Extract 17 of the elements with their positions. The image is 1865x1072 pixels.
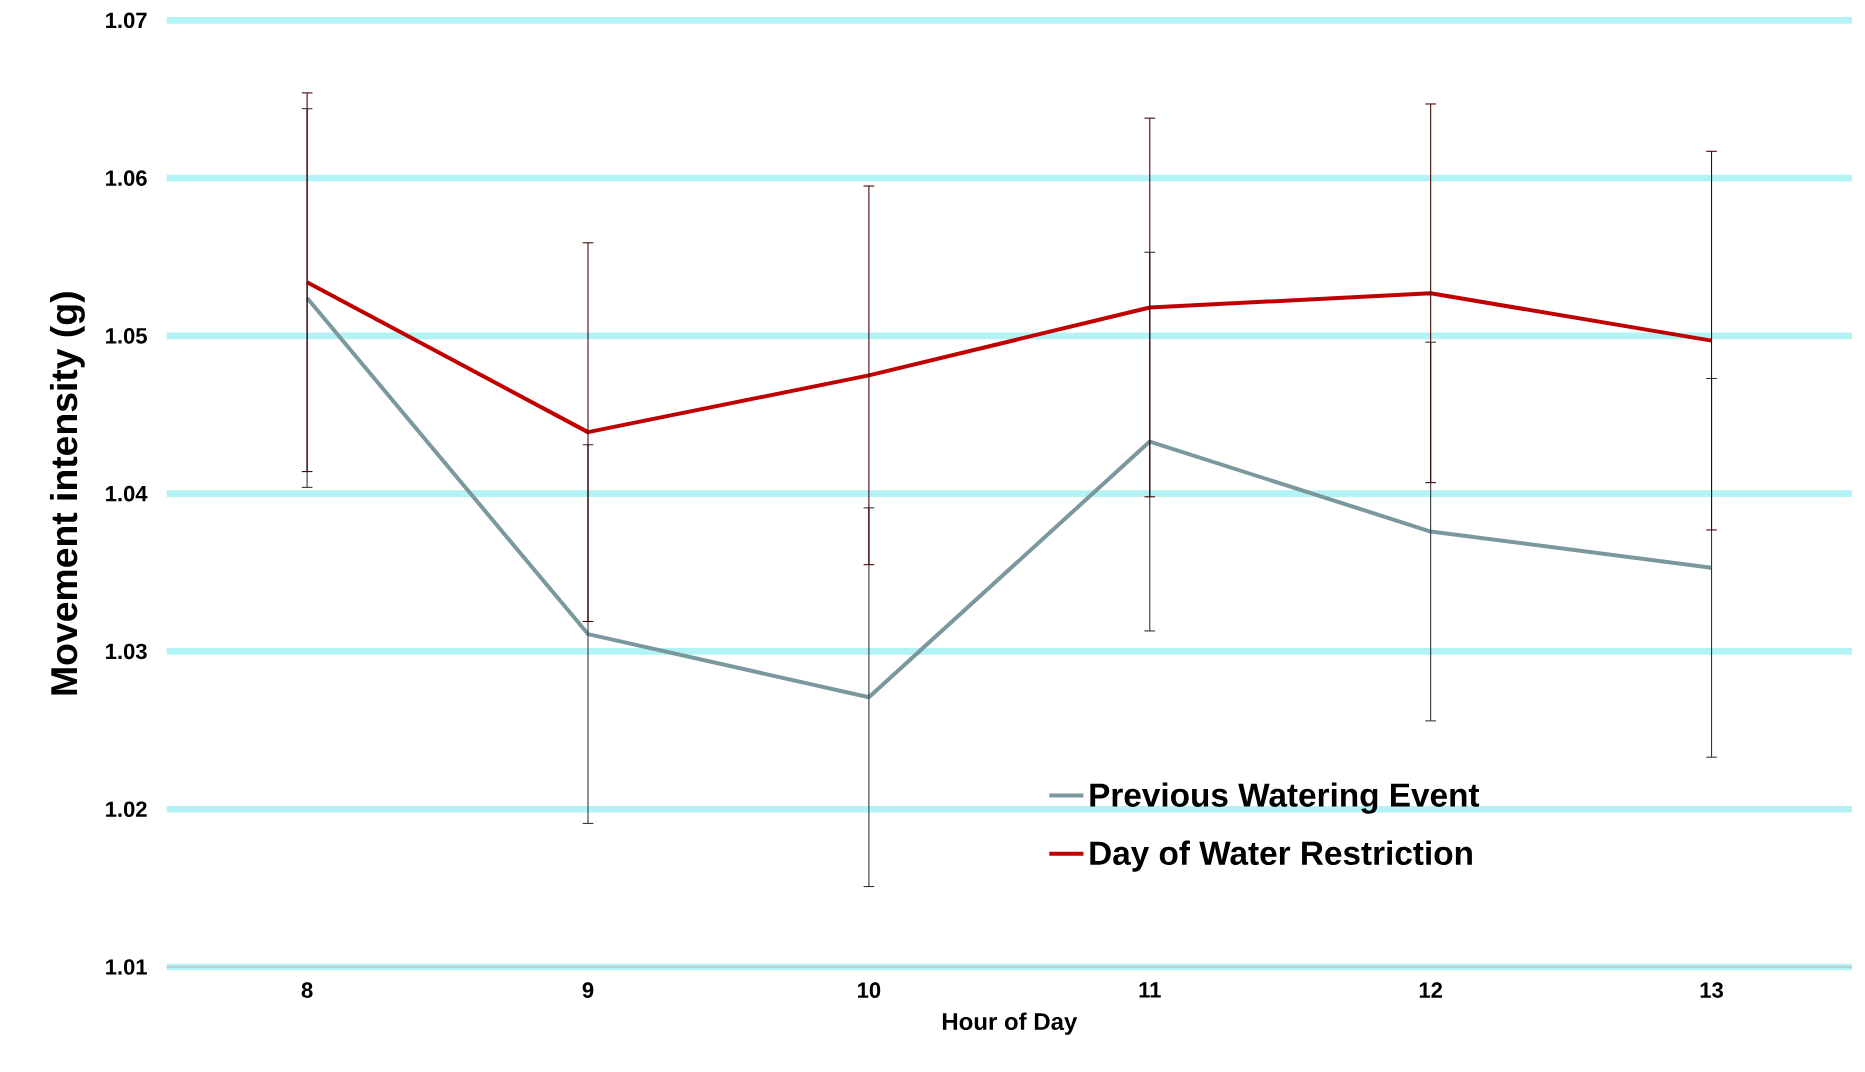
x-tick-label: 9 <box>582 982 594 998</box>
x-tick-label: 8 <box>301 982 313 998</box>
y-tick-label: 1.03 <box>106 643 147 660</box>
x-tick-label: 10 <box>858 982 881 998</box>
x-tick-label: 12 <box>1419 982 1443 998</box>
y-axis-title: Movement intensity (g) <box>49 292 85 695</box>
y-tick-label: 1.02 <box>106 801 147 817</box>
y-tick-label: 1.07 <box>106 12 147 29</box>
legend-label: Day of Water Restriction <box>1090 840 1472 872</box>
x-axis-title: Hour of Day <box>942 1012 1078 1035</box>
x-tick-label: 13 <box>1700 982 1723 998</box>
legend-label: Previous Watering Event <box>1090 782 1480 814</box>
y-tick-label: 1.04 <box>106 485 148 502</box>
y-tick-label: 1.05 <box>106 328 147 344</box>
y-tick-label: 1.01 <box>106 959 147 975</box>
y-tick-label: 1.06 <box>106 170 147 186</box>
x-tick-label: 11 <box>1139 982 1161 998</box>
